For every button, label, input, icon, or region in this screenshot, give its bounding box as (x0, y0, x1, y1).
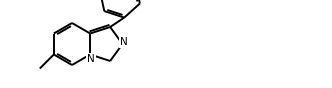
Text: N: N (87, 54, 95, 64)
Text: N: N (120, 37, 127, 47)
